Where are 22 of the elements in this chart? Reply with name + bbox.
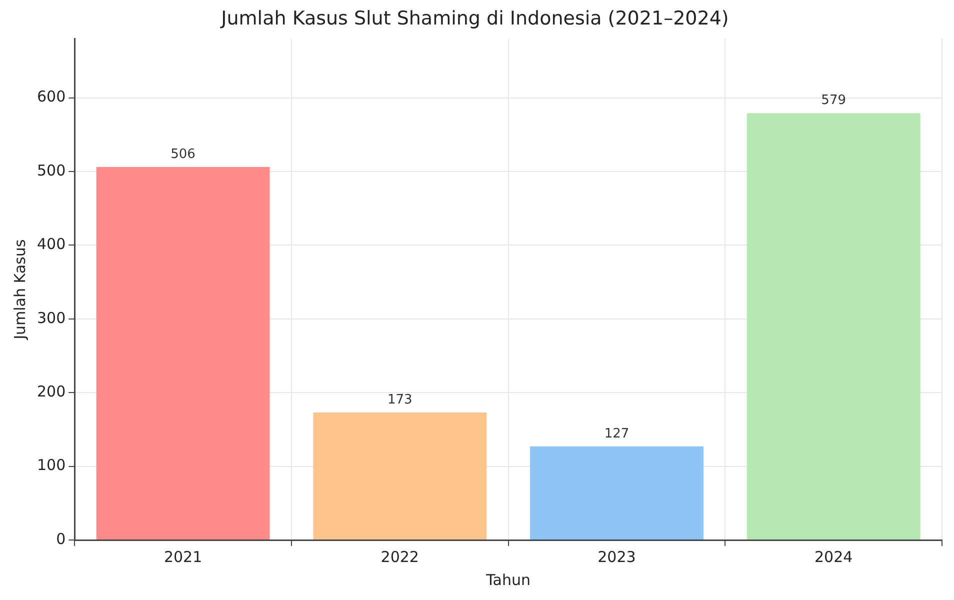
y-tick-label: 0 xyxy=(56,530,66,548)
data-label: 579 xyxy=(821,93,846,108)
x-tick-label: 2023 xyxy=(598,548,636,566)
x-tick-label: 2022 xyxy=(380,548,419,566)
data-label: 127 xyxy=(604,426,630,442)
y-axis-title: Jumlah Kasus xyxy=(10,239,29,340)
y-tick-label: 500 xyxy=(36,161,66,180)
y-tick-label: 600 xyxy=(36,88,66,106)
bar xyxy=(746,113,920,540)
x-axis-title: Tahun xyxy=(485,570,531,589)
bar xyxy=(96,167,270,540)
x-tick-label: 2021 xyxy=(164,548,202,566)
x-tick-label: 2024 xyxy=(814,548,853,566)
y-tick-label: 400 xyxy=(36,235,66,254)
y-tick-label: 300 xyxy=(36,308,66,327)
bar xyxy=(313,412,487,540)
data-label: 173 xyxy=(387,392,412,408)
y-tick-label: 200 xyxy=(36,382,66,400)
data-label: 506 xyxy=(170,146,196,162)
bar xyxy=(530,446,704,540)
chart-title: Jumlah Kasus Slut Shaming di Indonesia (2021–2024) xyxy=(220,7,729,30)
y-tick-label: 100 xyxy=(36,456,66,474)
